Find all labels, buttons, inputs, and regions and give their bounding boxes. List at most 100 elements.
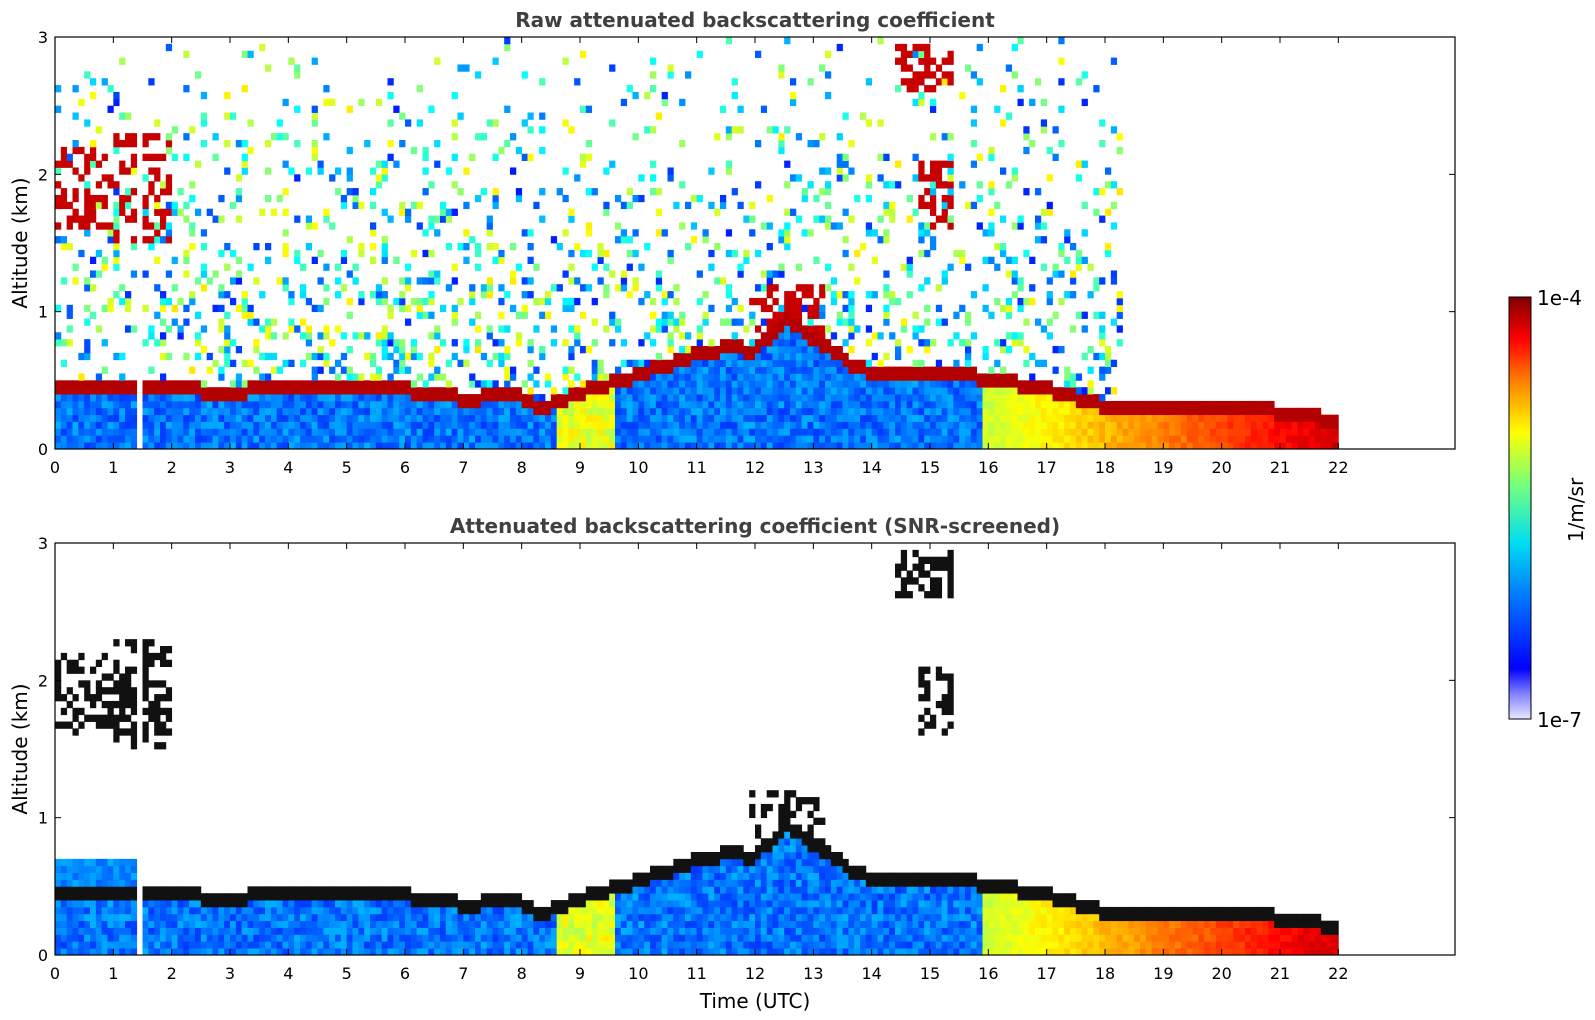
heatmap-cell: [1151, 414, 1158, 422]
heatmap-cell: [772, 325, 779, 333]
heatmap-cell: [854, 359, 861, 367]
heatmap-cell: [545, 435, 552, 443]
heatmap-cell: [1315, 428, 1322, 436]
heatmap-cell: [276, 934, 283, 942]
heatmap-cell: [445, 934, 453, 942]
heatmap-cell: [661, 400, 668, 409]
heatmap-cell: [119, 714, 126, 722]
panel-raw-ylabel: Altitude (km): [8, 177, 32, 308]
heatmap-cell: [311, 366, 318, 374]
heatmap-cell: [107, 181, 114, 189]
heatmap-cell: [154, 428, 161, 436]
heatmap-cell: [329, 366, 336, 374]
heatmap-cell: [515, 927, 523, 935]
heatmap-cell: [364, 886, 371, 894]
heatmap-cell: [200, 325, 208, 333]
heatmap-cell: [492, 394, 499, 402]
heatmap-cell: [270, 400, 278, 409]
heatmap-cell: [148, 400, 155, 409]
heatmap-cell: [451, 91, 458, 100]
heatmap-cell: [836, 222, 843, 230]
heatmap-cell: [160, 927, 167, 935]
heatmap-cell: [1285, 421, 1293, 429]
heatmap-cell: [679, 400, 686, 409]
heatmap-cell: [148, 428, 155, 436]
heatmap-cell: [165, 900, 173, 908]
heatmap-cell: [650, 421, 657, 429]
heatmap-cell: [585, 394, 593, 402]
heatmap-cell: [235, 407, 243, 416]
heatmap-cell: [90, 380, 97, 388]
heatmap-cell: [574, 442, 581, 449]
heatmap-cell: [1245, 400, 1252, 409]
heatmap-cell: [1175, 400, 1182, 409]
heatmap-cell: [521, 71, 528, 79]
heatmap-cell: [900, 400, 908, 409]
heatmap-cell: [725, 291, 733, 299]
heatmap-cell: [72, 263, 79, 271]
x-tick-label: 10: [628, 458, 648, 477]
heatmap-cell: [270, 414, 278, 422]
heatmap-cell: [650, 359, 657, 367]
heatmap-cell: [212, 906, 219, 915]
heatmap-cell: [819, 291, 826, 299]
heatmap-cell: [778, 442, 785, 449]
heatmap-cell: [294, 934, 301, 942]
heatmap-cell: [434, 57, 441, 65]
heatmap-cell: [177, 380, 184, 388]
heatmap-cell: [498, 407, 505, 416]
heatmap-cell: [1151, 442, 1158, 449]
x-tick-label: 8: [517, 458, 527, 477]
heatmap-cell: [935, 284, 943, 292]
heatmap-cell: [877, 387, 884, 395]
heatmap-cell: [469, 414, 476, 422]
heatmap-cell: [66, 659, 73, 667]
heatmap-cell: [504, 140, 511, 148]
heatmap-cell: [760, 332, 768, 340]
heatmap-cell: [66, 948, 73, 955]
heatmap-cell: [539, 352, 546, 361]
heatmap-cell: [889, 387, 896, 395]
heatmap-cell: [381, 941, 388, 949]
heatmap-cell: [597, 249, 604, 258]
heatmap-cell: [760, 414, 768, 422]
heatmap-cell: [125, 325, 132, 333]
heatmap-cell: [492, 119, 499, 127]
heatmap-cell: [1046, 387, 1053, 395]
heatmap-cell: [725, 394, 733, 402]
heatmap-cell: [953, 407, 960, 416]
heatmap-cell: [1262, 400, 1269, 409]
heatmap-cell: [381, 900, 388, 908]
heatmap-cell: [486, 421, 493, 429]
heatmap-cell: [585, 387, 593, 395]
heatmap-cell: [66, 893, 73, 901]
heatmap-cell: [311, 112, 318, 120]
heatmap-cell: [889, 201, 896, 210]
heatmap-cell: [66, 394, 73, 402]
heatmap-cell: [988, 153, 995, 161]
heatmap-cell: [801, 284, 808, 292]
heatmap-cell: [731, 332, 738, 340]
heatmap-cell: [200, 91, 208, 100]
heatmap-cell: [486, 277, 493, 285]
heatmap-cell: [358, 243, 365, 251]
heatmap-cell: [994, 263, 1001, 271]
heatmap-cell: [440, 400, 447, 409]
heatmap-cell: [1198, 428, 1205, 436]
heatmap-cell: [323, 359, 330, 367]
heatmap-cell: [1221, 435, 1228, 443]
heatmap-cell: [871, 229, 878, 237]
heatmap-cell: [1157, 421, 1164, 429]
heatmap-cell: [959, 394, 966, 402]
heatmap-cell: [323, 435, 330, 443]
heatmap-cell: [451, 400, 458, 409]
heatmap-cell: [95, 934, 103, 942]
heatmap-cell: [165, 659, 173, 667]
heatmap-cell: [1116, 428, 1123, 436]
heatmap-cell: [1029, 414, 1036, 422]
heatmap-cell: [265, 941, 272, 949]
heatmap-cell: [673, 380, 680, 388]
heatmap-cell: [947, 133, 954, 141]
heatmap-cell: [778, 428, 785, 436]
heatmap-cell: [66, 201, 73, 210]
